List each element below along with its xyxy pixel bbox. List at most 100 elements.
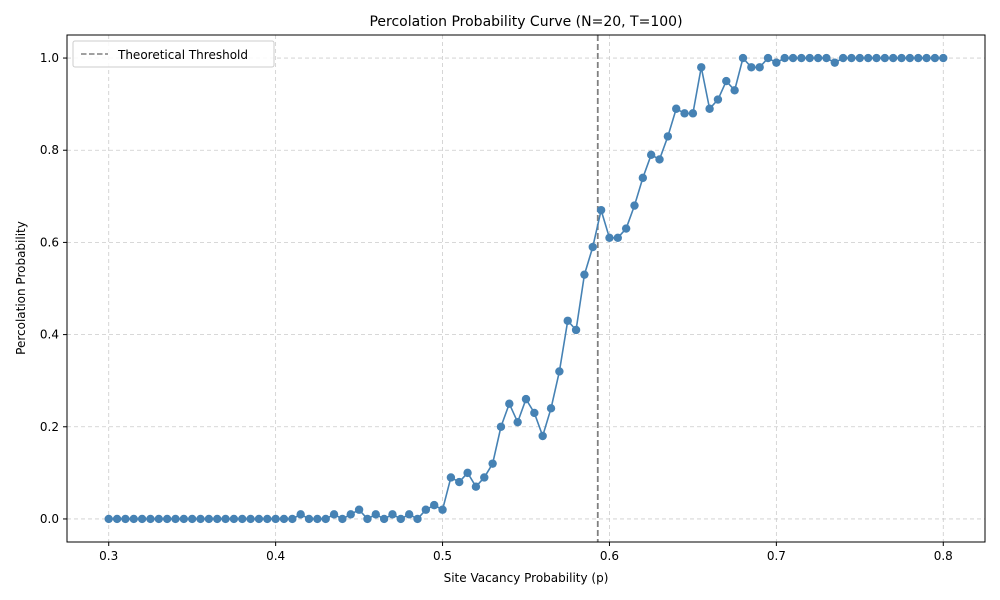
data-point — [546, 404, 556, 413]
data-point — [271, 514, 280, 524]
data-point — [646, 150, 656, 160]
data-point — [847, 53, 856, 63]
data-point — [313, 514, 322, 524]
data-point — [430, 500, 439, 510]
legend-box — [72, 40, 275, 68]
data-point — [688, 109, 698, 118]
data-point — [922, 53, 931, 63]
data-point — [730, 86, 739, 95]
data-point — [663, 132, 673, 141]
data-point — [655, 155, 664, 164]
data-point — [221, 514, 230, 524]
data-point — [872, 53, 881, 63]
x-tick-label: 0.7 — [767, 549, 786, 563]
data-point — [346, 510, 355, 519]
data-point — [263, 514, 272, 524]
data-point — [213, 514, 222, 524]
data-point — [496, 422, 506, 431]
y-tick-label: 0.6 — [40, 235, 59, 249]
data-point — [363, 514, 372, 524]
data-point — [505, 399, 514, 408]
data-point — [171, 514, 180, 524]
data-point — [889, 53, 898, 63]
data-point — [797, 53, 806, 63]
data-point — [596, 205, 606, 215]
data-point — [747, 63, 756, 72]
data-point — [805, 53, 814, 63]
data-point — [630, 201, 639, 210]
x-axis-label: Site Vacancy Probability (p) — [444, 571, 609, 585]
data-point — [538, 431, 547, 441]
data-point — [830, 58, 839, 67]
data-point — [471, 482, 481, 491]
data-point — [371, 510, 380, 519]
data-point — [580, 270, 589, 279]
data-point — [480, 473, 489, 482]
data-point — [338, 514, 347, 524]
data-point — [254, 514, 264, 524]
data-point — [672, 104, 681, 113]
data-point — [521, 394, 531, 404]
data-point — [279, 514, 289, 524]
data-point — [880, 53, 890, 63]
data-point — [396, 514, 406, 524]
data-point — [296, 510, 305, 519]
data-point — [905, 53, 915, 63]
data-point — [413, 514, 422, 524]
data-point — [438, 505, 447, 514]
data-point — [246, 514, 255, 524]
y-tick-label: 0.8 — [40, 143, 59, 157]
data-point — [530, 408, 539, 418]
data-point — [772, 58, 781, 67]
data-point — [162, 514, 172, 524]
data-point — [329, 510, 339, 519]
data-point — [605, 233, 614, 242]
data-point — [621, 224, 631, 233]
data-point — [421, 505, 431, 514]
data-point — [863, 53, 873, 63]
data-point — [638, 173, 648, 183]
data-point — [137, 514, 147, 524]
data-point — [738, 53, 748, 63]
x-tick-label: 0.3 — [99, 549, 118, 563]
data-point — [187, 514, 197, 524]
data-point — [304, 514, 314, 524]
plot-area-frame — [66, 34, 986, 543]
data-point — [555, 367, 564, 376]
data-point — [755, 63, 764, 72]
data-point — [179, 514, 189, 524]
chart-title: Percolation Probability Curve (N=20, T=1… — [369, 14, 682, 30]
data-point — [588, 242, 597, 252]
x-tick-label: 0.8 — [934, 549, 953, 563]
data-point — [196, 514, 205, 524]
data-point — [930, 53, 940, 63]
data-point — [129, 514, 138, 524]
data-point — [379, 514, 389, 524]
y-tick-label: 0.2 — [40, 420, 59, 434]
data-point — [354, 505, 364, 514]
data-point — [321, 514, 330, 524]
y-tick-label: 0.0 — [40, 512, 59, 526]
data-point — [613, 233, 622, 242]
data-point — [388, 510, 397, 519]
data-point — [455, 477, 464, 487]
y-tick-label: 0.4 — [40, 328, 59, 342]
data-point — [154, 514, 163, 524]
data-point — [897, 53, 906, 63]
data-point — [104, 514, 113, 524]
data-point — [680, 109, 689, 118]
data-point — [288, 514, 297, 524]
data-point — [763, 53, 773, 63]
data-point — [813, 53, 823, 63]
data-point — [822, 53, 831, 63]
data-point — [855, 53, 865, 63]
data-point — [713, 95, 723, 104]
data-point — [838, 53, 848, 63]
data-point — [121, 514, 130, 524]
ticks-layer: 0.3 0.4 0.5 0.6 0.7 0.8 0.0 0.2 0.4 0.6 0.8 1.0 — [40, 51, 953, 563]
data-point — [229, 514, 239, 524]
x-tick-label: 0.4 — [266, 549, 285, 563]
y-tick-label: 1.0 — [40, 51, 59, 65]
data-point — [112, 514, 122, 524]
x-tick-label: 0.6 — [600, 549, 619, 563]
